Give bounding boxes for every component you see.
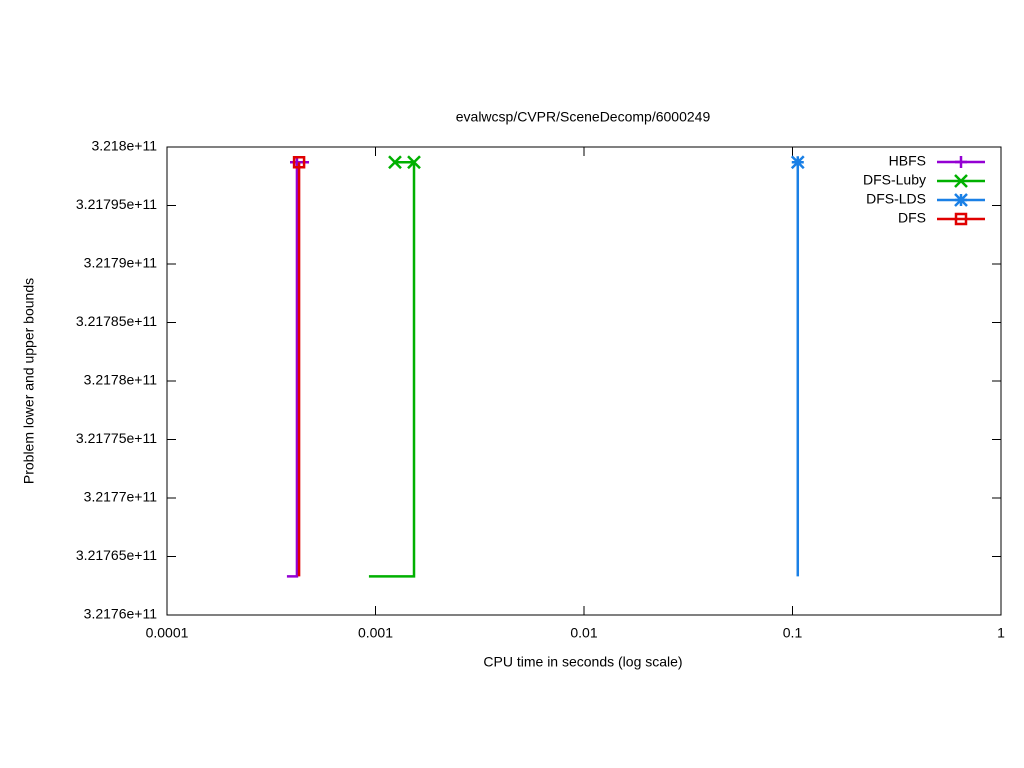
y-tick-label: 3.2176e+11 [84,606,158,622]
marker [790,155,805,170]
y-tick-label: 3.2179e+11 [84,255,158,271]
y-tick-label: 3.2178e+11 [84,372,158,388]
y-tick-label: 3.21765e+11 [76,547,157,563]
series-line [368,160,416,578]
x-tick-label: 1 [997,625,1005,641]
legend-marker [955,156,967,168]
y-axis-label: Problem lower and upper bounds [21,278,37,484]
x-tick-label: 0.001 [358,625,393,641]
y-tick-label: 3.21785e+11 [76,313,157,329]
marker [292,155,306,169]
x-axis-label: CPU time in seconds (log scale) [483,654,682,670]
legend-label: DFS-LDS [866,191,926,207]
y-tick-label: 3.218e+11 [91,138,157,154]
x-tick-label: 0.1 [783,625,803,641]
marker [407,155,421,170]
marker [388,155,402,170]
y-tick-label: 3.2177e+11 [84,489,158,505]
legend-marker [954,212,968,226]
legend-label: DFS-Luby [863,172,926,188]
legend-label: HBFS [889,153,926,169]
y-tick-label: 3.21795e+11 [76,196,157,212]
y-tick-label: 3.21775e+11 [76,430,157,446]
x-tick-label: 0.0001 [146,625,189,641]
legend-marker [954,193,968,207]
legend-label: DFS [898,210,926,226]
legend-marker [954,174,968,188]
chart-title: evalwcsp/CVPR/SceneDecomp/6000249 [456,109,711,125]
x-tick-label: 0.01 [570,625,597,641]
